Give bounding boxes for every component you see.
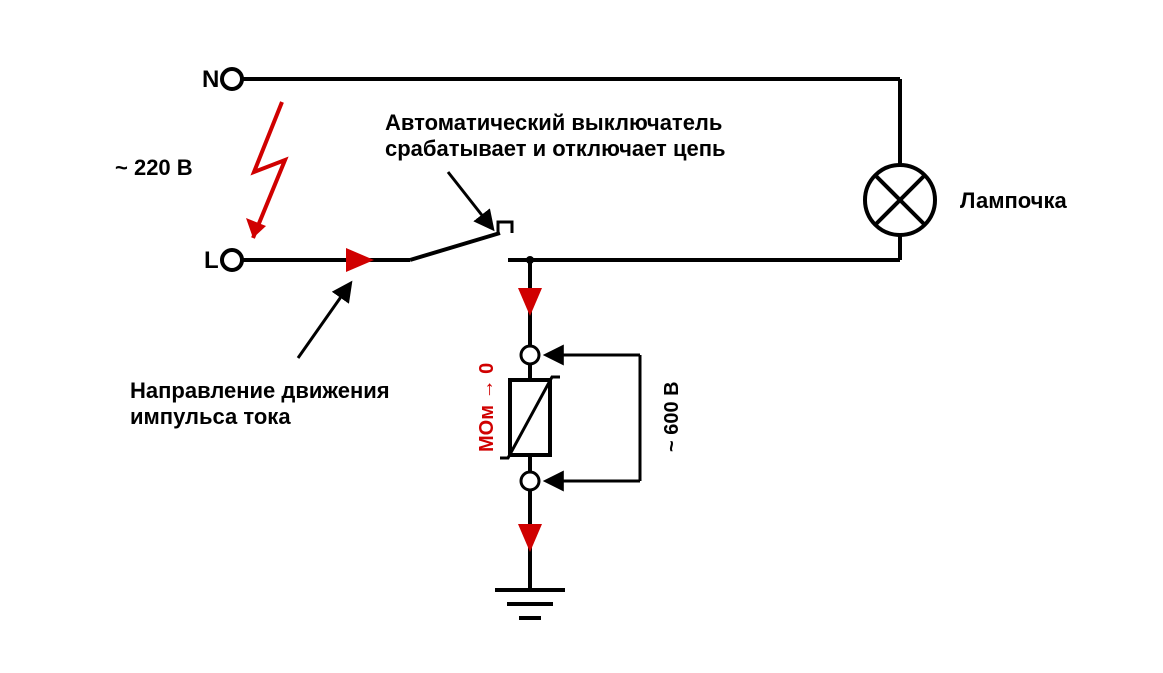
breaker-tab — [498, 222, 512, 233]
lightning-icon — [246, 102, 285, 238]
varistor-top-node — [521, 346, 539, 364]
circuit-diagram: ~ 220 В N L Лампочка — [0, 0, 1163, 673]
red-arrow-on-l — [346, 248, 374, 272]
ground-symbol — [495, 590, 565, 618]
varistor-bottom-node — [521, 472, 539, 490]
lamp-label: Лампочка — [960, 188, 1067, 213]
impulse-annotation-arrow — [298, 284, 350, 358]
v600-bracket — [547, 355, 640, 481]
breaker-annotation-line1: Автоматический выключатель — [385, 110, 722, 135]
voltage-in-label: ~ 220 В — [115, 155, 193, 180]
impulse-annotation-line1: Направление движения — [130, 378, 390, 403]
v600-label: ~ 600 В — [661, 381, 683, 452]
terminal-n-label: N — [202, 66, 219, 93]
breaker-annotation-arrow — [448, 172, 492, 228]
breaker-annotation-line2: срабатывает и отключает цепь — [385, 136, 726, 161]
terminal-l — [222, 250, 242, 270]
red-arrow-down-1 — [518, 288, 542, 316]
lamp-symbol — [865, 165, 935, 235]
varistor-symbol — [500, 377, 560, 458]
mohm-label: МОм → 0 — [476, 363, 498, 452]
terminal-n — [222, 69, 242, 89]
red-arrow-down-2 — [518, 524, 542, 552]
terminal-l-label: L — [204, 247, 219, 274]
breaker-arm — [410, 233, 500, 260]
impulse-annotation-line2: импульса тока — [130, 404, 291, 429]
